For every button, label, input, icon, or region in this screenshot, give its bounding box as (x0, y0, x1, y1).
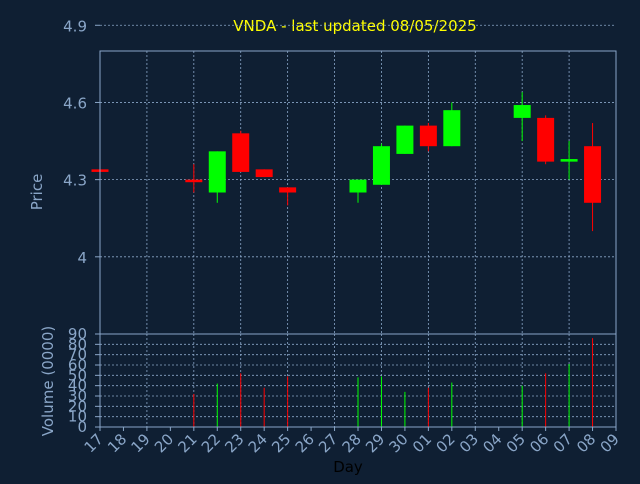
day-tick-label: 30 (386, 430, 412, 456)
price-tick-label: 4 (77, 249, 87, 267)
day-tick-label: 08 (573, 430, 599, 456)
volume-tick-label: 20 (68, 397, 87, 415)
price-tick-label: 4.3 (63, 172, 87, 190)
volume-tick-label: 60 (68, 356, 87, 374)
volume-tick-label: 10 (68, 408, 87, 426)
x-ticks: 1718192021222324252627282930010203040506… (81, 427, 623, 456)
day-tick-label: 24 (245, 430, 271, 456)
day-tick-label: 22 (198, 430, 224, 456)
candle-body (208, 151, 226, 193)
day-tick-label: 02 (432, 430, 458, 456)
volume-tick-label: 70 (68, 346, 87, 364)
chart-title: VNDA - last updated 08/05/2025 (233, 17, 476, 35)
volume-tick-label: 40 (68, 377, 87, 395)
day-tick-label: 27 (315, 430, 341, 456)
price-axis-label: Price (28, 174, 46, 211)
day-tick-label: 23 (221, 430, 247, 456)
candle-body (279, 187, 297, 193)
candle-body (255, 169, 273, 178)
volume-axis-label: Volume (0000) (39, 326, 57, 436)
day-tick-label: 06 (526, 430, 552, 456)
day-tick-label: 01 (409, 430, 435, 456)
day-tick-label: 29 (362, 430, 388, 456)
candles (91, 92, 602, 232)
candle-body (560, 159, 578, 162)
frames (99, 50, 617, 428)
volume-tick-label: 80 (68, 335, 87, 353)
price-grid (100, 24, 616, 334)
day-tick-label: 09 (597, 430, 623, 456)
volume-tick-label: 50 (68, 366, 87, 384)
candle-body (372, 146, 390, 185)
candle-body (232, 133, 250, 172)
volume-tick-label: 90 (68, 325, 87, 343)
candle-body (584, 146, 602, 203)
day-tick-label: 20 (151, 430, 177, 456)
volume-tick-label: 0 (77, 418, 87, 436)
candle-body (185, 179, 203, 183)
volume-tick-label: 30 (68, 387, 87, 405)
day-tick-label: 19 (128, 430, 154, 456)
volume-frame (99, 333, 617, 428)
day-tick-label: 07 (550, 430, 576, 456)
candle-body (349, 179, 367, 193)
price-ticks: 4 4.3 4.6 4.9 (63, 17, 100, 267)
day-tick-label: 25 (268, 430, 294, 456)
day-tick-label: 05 (503, 430, 529, 456)
day-tick-label: 18 (104, 430, 130, 456)
day-tick-label: 26 (292, 430, 318, 456)
day-tick-label: 28 (339, 430, 365, 456)
price-tick-label: 4.6 (63, 94, 87, 112)
day-tick-label: 21 (174, 430, 200, 456)
day-axis-label: Day (333, 458, 363, 476)
price-tick-label: 4.9 (63, 17, 87, 35)
candle-body (513, 105, 531, 118)
volume-bars (193, 338, 594, 427)
candle-body (443, 110, 461, 147)
day-tick-label: 03 (456, 430, 482, 456)
candle-body (537, 117, 555, 162)
candle-body (419, 125, 437, 147)
candle-body (396, 125, 414, 154)
day-tick-label: 04 (479, 430, 505, 456)
